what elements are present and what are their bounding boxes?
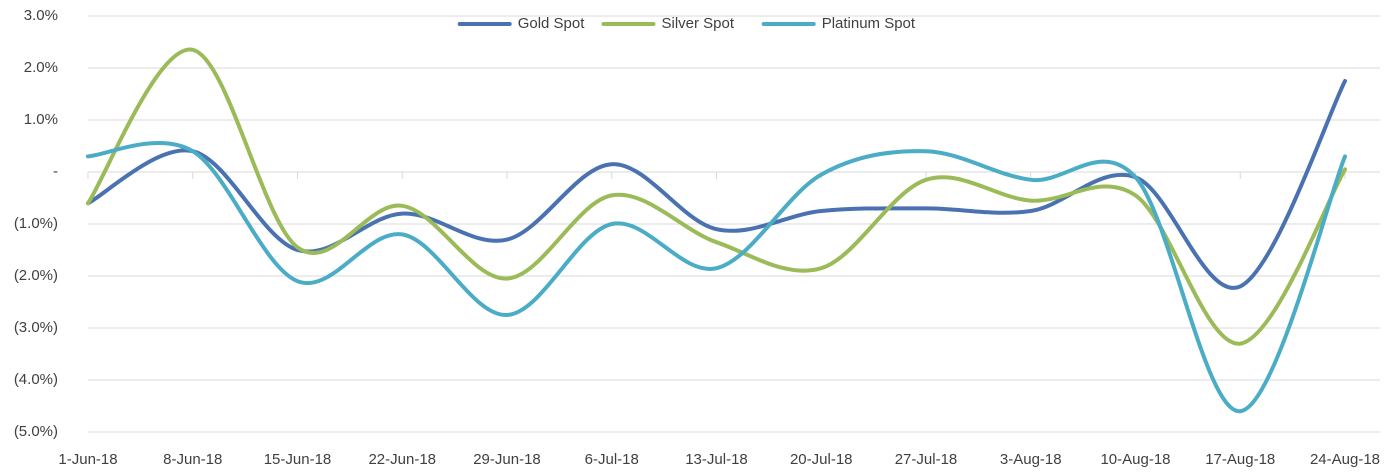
y-tick-label: 1.0% — [24, 111, 58, 128]
y-tick-label: (1.0%) — [14, 215, 58, 232]
x-tick-label: 17-Aug-18 — [1205, 451, 1275, 468]
y-tick-label: (4.0%) — [14, 371, 58, 388]
y-tick-label: 3.0% — [24, 7, 58, 24]
x-tick-label: 3-Aug-18 — [1000, 451, 1062, 468]
x-tick-label: 15-Jun-18 — [264, 451, 332, 468]
y-tick-label: (2.0%) — [14, 267, 58, 284]
x-tick-label: 8-Jun-18 — [163, 451, 222, 468]
x-tick-label: 13-Jul-18 — [685, 451, 748, 468]
x-tick-label: 22-Jun-18 — [368, 451, 436, 468]
y-tick-label: (3.0%) — [14, 319, 58, 336]
series-line — [86, 79, 1347, 290]
y-tick-label: (5.0%) — [14, 423, 58, 440]
x-tick-label: 20-Jul-18 — [790, 451, 853, 468]
legend-label: Silver Spot — [662, 15, 735, 32]
x-tick-label: 27-Jul-18 — [895, 451, 958, 468]
x-tick-label: 10-Aug-18 — [1100, 451, 1170, 468]
y-tick-label: 2.0% — [24, 59, 58, 76]
series-line — [86, 141, 1347, 414]
legend-label: Gold Spot — [518, 15, 586, 32]
x-tick-label: 6-Jul-18 — [585, 451, 639, 468]
x-tick-label: 1-Jun-18 — [58, 451, 117, 468]
y-tick-label: - — [53, 163, 58, 180]
x-tick-label: 29-Jun-18 — [473, 451, 541, 468]
x-tick-label: 24-Aug-18 — [1310, 451, 1380, 468]
legend-label: Platinum Spot — [822, 15, 916, 32]
series-line — [86, 47, 1347, 346]
